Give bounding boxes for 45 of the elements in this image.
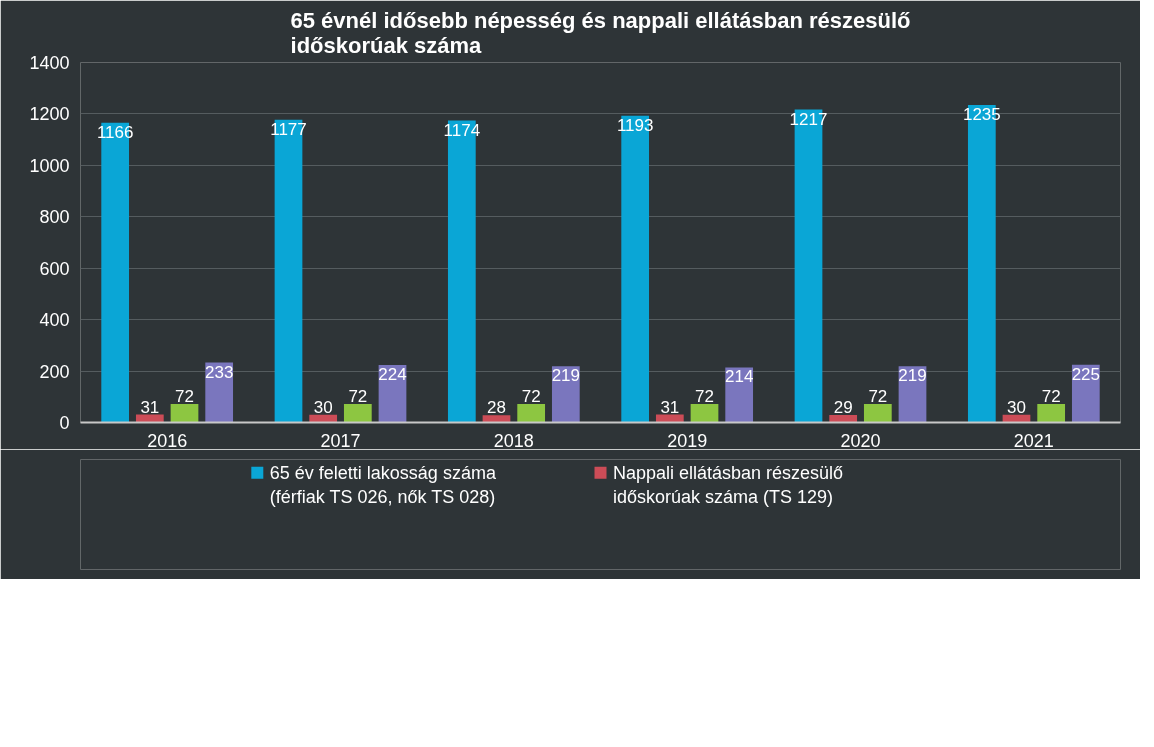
chart-title: 65 évnél idősebb népesség és nappali ellátásban részesülő időskorúak száma: [290, 7, 911, 58]
data-label: 72: [695, 386, 714, 406]
x-tick-label: 2020: [840, 430, 881, 451]
bar: [309, 414, 338, 423]
bar: [517, 403, 546, 423]
data-label: 72: [175, 386, 194, 406]
data-label: 225: [1071, 364, 1101, 384]
bar: [482, 415, 511, 423]
bar: [829, 415, 858, 423]
data-label: 30: [313, 397, 333, 417]
x-tick-label: 2017: [320, 430, 361, 451]
x-tick-label: 2018: [493, 430, 534, 451]
data-label: 1235: [962, 104, 1001, 124]
data-label: 31: [140, 397, 160, 417]
data-label: 31: [660, 397, 680, 417]
data-label: 214: [724, 367, 754, 387]
bar: [1037, 403, 1066, 423]
data-label: 29: [833, 398, 853, 418]
x-tick-label: 2016: [147, 430, 188, 451]
y-tick-label: 200: [39, 361, 70, 382]
data-label: 72: [348, 386, 368, 406]
y-tick-label: 1400: [29, 53, 70, 73]
x-tick-label: 2021: [1013, 430, 1054, 451]
data-label: 72: [868, 386, 888, 406]
data-label: 30: [1007, 397, 1026, 417]
y-tick-label: 600: [39, 258, 70, 279]
bar: [343, 403, 372, 423]
bar: [170, 403, 199, 423]
bar: [690, 403, 719, 423]
y-tick-label: 1000: [29, 155, 70, 176]
y-tick-label: 800: [39, 207, 70, 228]
y-tick-label: 1200: [29, 104, 70, 125]
y-tick-label: 400: [39, 310, 70, 331]
data-label: 28: [487, 398, 506, 418]
data-label: 219: [551, 366, 581, 386]
bar: [863, 403, 892, 423]
data-label: 72: [1041, 386, 1061, 406]
data-label: 219: [898, 366, 927, 386]
data-label: 233: [204, 362, 234, 382]
data-label: 72: [521, 386, 541, 406]
legend-label: 65 év feletti lakosság száma (férfiak TS 026, nők TS 028): [269, 462, 497, 507]
y-tick-label: 0: [59, 413, 70, 433]
x-tick-label: 2019: [667, 430, 708, 451]
data-label: 224: [378, 364, 407, 384]
legend-label: Nappali ellátásban részesülő időskorúak száma (TS 129): [612, 462, 844, 507]
